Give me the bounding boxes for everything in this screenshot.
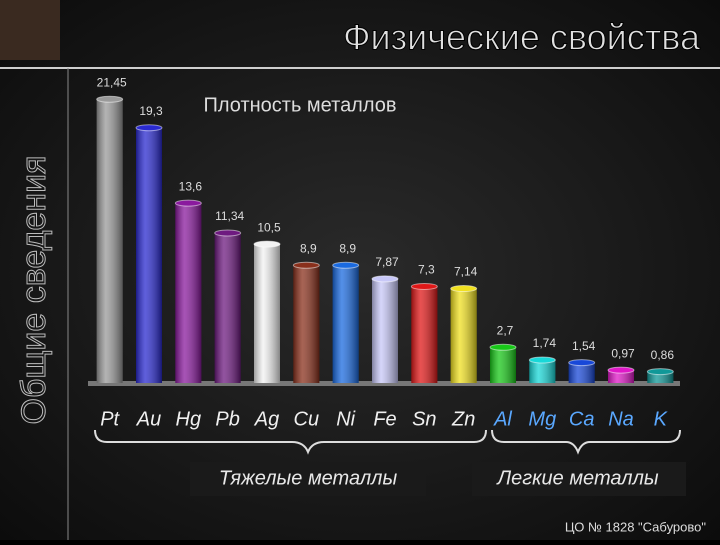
value-label: 1,74	[533, 336, 557, 350]
x-tick-label: Sn	[412, 408, 436, 430]
bar	[292, 261, 320, 383]
bar-shade	[647, 371, 674, 383]
value-label: 7,3	[418, 263, 435, 277]
bar	[450, 285, 478, 383]
x-tick-label: Au	[136, 408, 161, 430]
bar-shade	[254, 244, 280, 383]
bar	[528, 356, 556, 383]
value-label: 21,45	[97, 75, 127, 89]
bar	[410, 282, 438, 383]
bar-cap	[646, 368, 674, 376]
bar-shade	[332, 265, 359, 383]
x-tick-label: Na	[608, 408, 634, 430]
group-box	[190, 462, 426, 496]
x-tick-label: Zn	[451, 408, 475, 430]
brace	[94, 429, 487, 455]
bar-cap	[253, 240, 281, 248]
x-tick-label: K	[654, 408, 669, 430]
value-label: 2,7	[497, 323, 514, 337]
bar-shade	[214, 233, 241, 383]
bar-cap	[135, 124, 163, 132]
value-label: 8,9	[339, 241, 356, 255]
bar-shade	[372, 278, 398, 383]
bar-shade	[450, 288, 477, 383]
chart-title: Плотность металлов	[204, 94, 397, 116]
x-tick-label: Ca	[569, 408, 595, 430]
value-label: 1,54	[572, 339, 596, 353]
bar-shade	[136, 127, 162, 383]
bar-cap	[292, 261, 320, 269]
bar-cap	[410, 282, 438, 290]
x-tick-label: Ni	[336, 408, 355, 430]
bar	[646, 368, 674, 383]
bar	[135, 124, 163, 383]
bar	[489, 343, 517, 383]
group-box	[472, 462, 686, 496]
value-label: 13,6	[179, 179, 203, 193]
bar	[607, 366, 635, 383]
bar-cap	[371, 275, 399, 283]
bar	[332, 261, 360, 383]
bar-shade	[490, 347, 516, 383]
value-label: 8,9	[300, 241, 317, 255]
bar-shade	[293, 265, 320, 383]
value-label: 11,34	[215, 209, 244, 223]
bar-shade	[529, 359, 556, 383]
group-label: Тяжелые металлы	[219, 467, 398, 489]
bar-cap	[489, 343, 517, 351]
footer: ЦО № 1828 "Сабурово"	[565, 519, 706, 534]
x-tick-label: Pb	[215, 408, 239, 430]
bar-shade	[175, 203, 202, 383]
bar-cap	[96, 95, 124, 103]
x-tick-label: Mg	[528, 408, 556, 430]
bar-cap	[568, 359, 596, 367]
bar	[253, 240, 281, 383]
corner-image	[0, 0, 60, 60]
side-title: Общие сведения	[15, 155, 53, 424]
bar-cap	[607, 366, 635, 374]
bar	[214, 229, 242, 383]
value-label: 10,5	[257, 220, 281, 234]
bar-cap	[450, 285, 478, 293]
x-tick-label: Pt	[100, 408, 120, 430]
bar	[371, 275, 399, 383]
bar-shade	[96, 99, 123, 384]
bar	[568, 359, 596, 383]
bar-shade	[568, 362, 595, 383]
bar-cap	[174, 199, 202, 207]
group-label: Легкие металлы	[495, 467, 658, 489]
bar-cap	[214, 229, 242, 237]
brace	[491, 429, 681, 455]
value-label: 7,87	[375, 255, 399, 269]
x-tick-label: Cu	[294, 408, 320, 430]
bar-cap	[332, 261, 360, 269]
baseline	[88, 381, 680, 386]
slide-title: Физические свойства	[343, 17, 701, 58]
value-label: 0,97	[611, 346, 635, 360]
value-label: 0,86	[651, 348, 675, 362]
x-tick-label: Hg	[176, 408, 202, 430]
x-tick-label: Ag	[254, 408, 279, 430]
x-tick-label: Fe	[373, 408, 396, 430]
bar-cap	[528, 356, 556, 364]
bar-shade	[411, 286, 438, 383]
value-label: 19,3	[139, 104, 163, 118]
bar	[96, 95, 124, 384]
value-label: 7,14	[454, 265, 478, 279]
x-tick-label: Al	[493, 408, 512, 430]
bar	[174, 199, 202, 383]
